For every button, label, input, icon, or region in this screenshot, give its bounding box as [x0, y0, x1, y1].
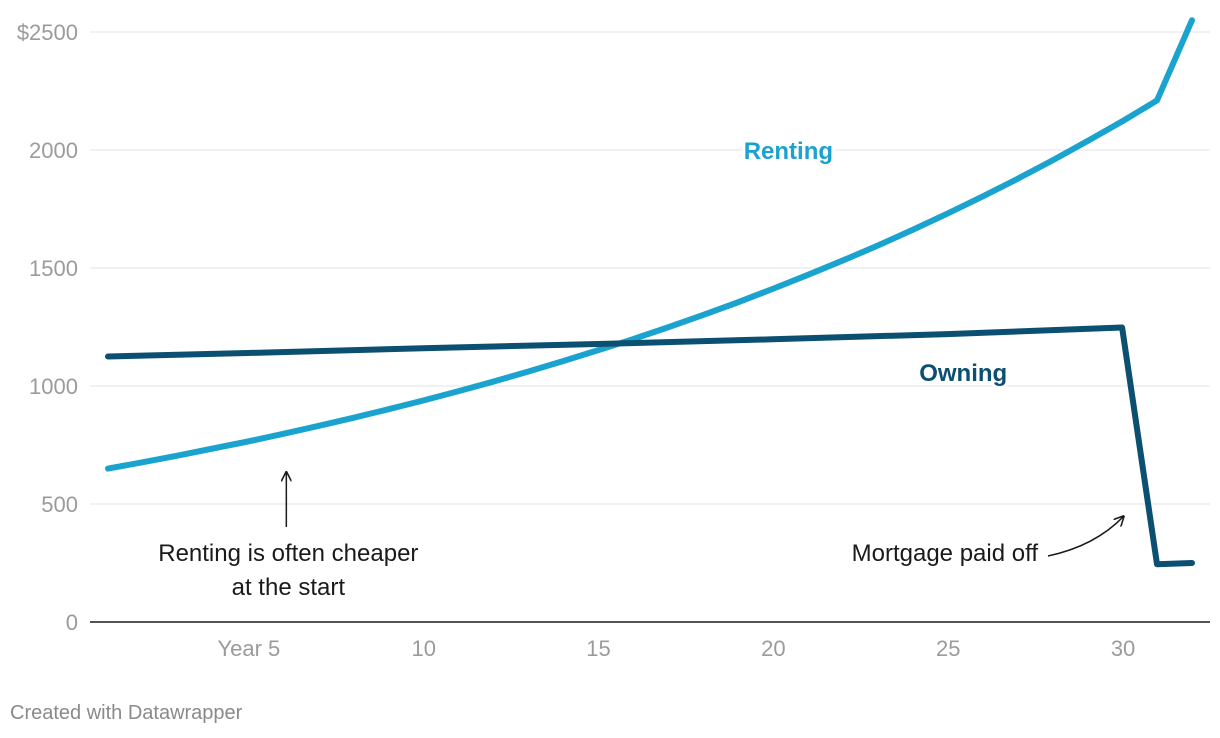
y-tick-label: 1000 — [29, 374, 78, 399]
x-tick-label: 15 — [586, 636, 610, 661]
series-line-renting — [105, 17, 1195, 472]
y-tick-label: 0 — [66, 610, 78, 635]
y-tick-label: 2000 — [29, 138, 78, 163]
x-tick-label: Year 5 — [217, 636, 280, 661]
x-tick-label: 30 — [1111, 636, 1135, 661]
y-tick-label: $2500 — [17, 20, 78, 45]
annotation-text-renting-cheaper: Renting is often cheaper — [158, 540, 418, 567]
x-tick-label: 25 — [936, 636, 960, 661]
x-tick-label: 10 — [411, 636, 435, 661]
y-tick-label: 500 — [41, 492, 78, 517]
line-chart: 0 500 1000 1500 2000 $2500 Year 5 10 15 20 25 30 R… — [17, 17, 1210, 661]
x-axis-ticks: Year 5 10 15 20 25 30 — [217, 636, 1135, 661]
annotation-text-mortgage: Mortgage paid off — [852, 540, 1039, 567]
series-label-owning: Owning — [919, 360, 1007, 387]
series-labels: Renting Owning — [741, 135, 1010, 390]
gridlines — [90, 31, 1210, 505]
annotation-arrow-mortgage — [1047, 516, 1124, 557]
x-tick-label: 20 — [761, 636, 785, 661]
annotation-text-renting-cheaper: at the start — [232, 574, 346, 601]
annotations: Renting is often cheaper at the start Mort… — [158, 472, 1123, 601]
series-line-owning — [105, 324, 1195, 568]
footer-credit: Created with Datawrapper — [10, 702, 243, 724]
y-axis-ticks: 0 500 1000 1500 2000 $2500 — [17, 20, 78, 635]
series-lines — [105, 17, 1195, 568]
series-label-renting: Renting — [744, 138, 833, 165]
y-tick-label: 1500 — [29, 256, 78, 281]
